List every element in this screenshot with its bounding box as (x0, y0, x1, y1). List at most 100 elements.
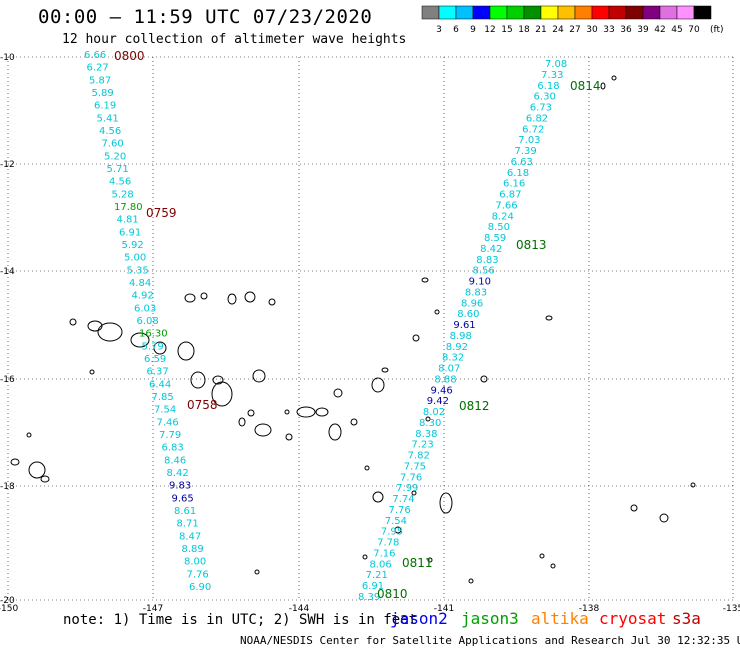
wave-height-value: 7.79 (159, 430, 181, 441)
wave-height-value: 8.07 (438, 364, 460, 375)
pass-time-label: 0814 (570, 79, 601, 93)
latitude-label: -18 (0, 482, 15, 492)
wave-height-value: 7.60 (102, 139, 124, 150)
longitude-label: -147 (143, 604, 163, 614)
wave-height-value: 8.39 (358, 592, 380, 603)
wave-height-value: 7.23 (411, 440, 433, 451)
satellite-label-jason2: jason2 (390, 609, 448, 628)
island-outline (28, 461, 46, 479)
island-outline (296, 406, 316, 418)
wave-height-value: 6.44 (149, 379, 171, 390)
wave-height-value: 7.21 (366, 570, 388, 581)
wave-height-value: 4.56 (109, 177, 131, 188)
wave-height-value: 8.42 (167, 468, 189, 479)
legend-unit-label: (ft) (710, 25, 724, 35)
island-outline (247, 409, 255, 417)
wave-height-value: 7.54 (385, 516, 407, 527)
legend-tick-label: 6 (453, 25, 459, 35)
island-outline (421, 277, 429, 283)
wave-height-value: 7.75 (404, 461, 426, 472)
wave-height-value: 8.92 (446, 342, 468, 353)
wave-height-value: 8.71 (177, 519, 199, 530)
wave-height-value: 9.61 (453, 320, 475, 331)
wave-height-value: 8.96 (461, 298, 483, 309)
pass-time-label: 0800 (114, 49, 145, 63)
graticule-grid (8, 57, 733, 600)
wave-height-value: 6.16 (503, 179, 525, 190)
wave-height-value: 9.46 (431, 385, 453, 396)
island-outline (26, 432, 32, 438)
wave-height-value: 9.83 (169, 481, 191, 492)
wave-height-value: 9.42 (427, 396, 449, 407)
wave-height-value: 7.39 (514, 146, 536, 157)
legend-tick-label: 15 (501, 25, 512, 35)
island-outline (381, 367, 389, 373)
legend-tick-label: 9 (470, 25, 476, 35)
island-outline (372, 491, 384, 503)
island-outline (315, 407, 329, 417)
legend-tick-label: 24 (552, 25, 564, 35)
pass-time-label: 0812 (459, 399, 490, 413)
wave-height-value: 6.19 (94, 101, 116, 112)
island-outline (333, 388, 343, 398)
wave-height-value: 7.54 (154, 405, 176, 416)
wave-height-value: 5.35 (127, 265, 149, 276)
legend-tick-label: 21 (535, 25, 546, 35)
legend-tick-label: 12 (484, 25, 495, 35)
satellite-label-jason3: jason3 (461, 609, 519, 628)
legend-tick-label: 27 (569, 25, 580, 35)
wave-height-value: 6.82 (526, 113, 548, 124)
island-outline (252, 369, 266, 383)
wave-height-value: 7.46 (157, 417, 179, 428)
island-outline (659, 513, 669, 523)
island-outline (184, 293, 196, 303)
island-outline (130, 332, 150, 348)
wave-height-value: 6.66 (84, 50, 106, 61)
island-outline (439, 492, 453, 514)
wave-height-value: 7.78 (377, 538, 399, 549)
island-outline (284, 409, 290, 415)
wave-height-value: 7.76 (400, 472, 422, 483)
wave-height-value: 7.82 (408, 451, 430, 462)
wave-height-value: 5.00 (124, 253, 146, 264)
wave-height-value: 4.81 (117, 215, 139, 226)
legend-tick-label: 30 (586, 25, 598, 35)
wave-height-value: 8.61 (174, 506, 196, 517)
wave-height-value: 8.47 (179, 531, 201, 542)
wave-height-value: 8.89 (182, 544, 204, 555)
wave-height-value: 6.63 (511, 157, 533, 168)
map-frame (7, 56, 734, 601)
wave-height-value: 8.00 (184, 557, 206, 568)
wave-height-value: 6.91 (119, 227, 141, 238)
island-outline (690, 482, 696, 488)
wave-height-value: 6.91 (362, 581, 384, 592)
wave-height-value: 6.30 (534, 92, 556, 103)
island-outline (545, 315, 553, 321)
island-outline (394, 526, 402, 534)
wave-height-value: 8.02 (423, 407, 445, 418)
wave-height-value: 8.83 (465, 287, 487, 298)
island-outline (153, 341, 167, 355)
wave-height-value: 6.03 (134, 303, 156, 314)
axis-labels: -150 -147 -144 -141 -138 -135 -10 -12 -14 -16 -18 -… (0, 53, 740, 614)
island-outline (87, 320, 103, 332)
wave-height-value: 7.33 (541, 70, 563, 81)
footer-note: note: 1) Time is in UTC; 2) SWH is in fe… (63, 612, 418, 628)
island-outline (425, 416, 431, 422)
wave-height-value: 6.73 (530, 103, 552, 114)
island-outline (97, 322, 123, 342)
island-outline (412, 334, 420, 342)
island-outline (268, 298, 276, 306)
wave-height-value: 5.41 (97, 113, 119, 124)
legend-tick-label: 33 (603, 25, 614, 35)
legend-tick-label: 18 (518, 25, 530, 35)
island-outline (10, 458, 20, 466)
wave-height-value: 17.80 (114, 202, 143, 213)
island-outlines (10, 75, 696, 584)
wave-height-value: 8.24 (492, 211, 514, 222)
pass-time-label: 0758 (187, 398, 218, 412)
credit-line: NOAA/NESDIS Center for Satellite Applica… (240, 634, 740, 647)
wave-height-value: 8.46 (164, 455, 186, 466)
wave-height-value: 8.06 (369, 559, 391, 570)
